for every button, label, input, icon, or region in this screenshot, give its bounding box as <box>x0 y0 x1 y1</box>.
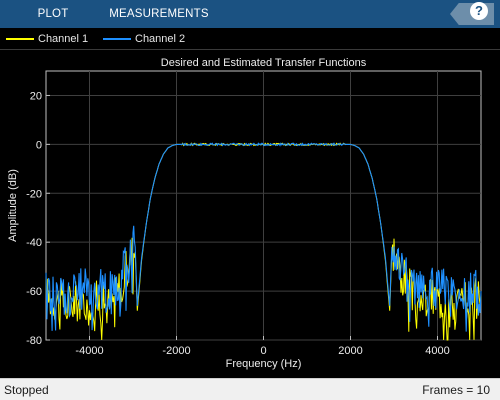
x-tick-label: -2000 <box>162 345 190 357</box>
y-tick-label: -60 <box>26 286 42 298</box>
y-tick-label: -40 <box>26 237 42 249</box>
legend-label-channel-1: Channel 1 <box>38 33 89 45</box>
tab-measurements[interactable]: MEASUREMENTS <box>109 8 209 20</box>
legend: Channel 1 Channel 2 <box>0 28 500 50</box>
toolstrip: PLOT MEASUREMENTS ? <box>0 0 500 28</box>
series-line-channel-2 <box>45 142 482 332</box>
status-bar: Stopped Frames = 10 <box>0 378 500 400</box>
frame-count: Frames = 10 <box>422 383 490 397</box>
y-tick-label: -20 <box>26 188 42 200</box>
legend-swatch-channel-1 <box>6 38 34 41</box>
chart-title: Desired and Estimated Transfer Functions <box>161 57 367 69</box>
y-tick-label: 0 <box>36 139 42 151</box>
x-tick-label: -4000 <box>75 345 103 357</box>
chart[interactable]: -4000 -2000 0 2000 4000 20 0 -20 -40 -60 -80 Desire… <box>0 51 500 378</box>
x-tick-label: 0 <box>260 345 266 357</box>
y-tick-label: 20 <box>30 90 42 102</box>
status-text: Stopped <box>4 383 49 397</box>
x-axis-label: Frequency (Hz) <box>226 358 302 370</box>
legend-item-channel-1[interactable]: Channel 1 <box>6 28 88 50</box>
y-tick-label: -80 <box>26 335 42 347</box>
tab-plot[interactable]: PLOT <box>37 8 69 20</box>
legend-item-channel-2[interactable]: Channel 2 <box>103 28 185 50</box>
y-axis-label: Amplitude (dB) <box>7 169 19 242</box>
legend-swatch-channel-2 <box>103 38 131 41</box>
legend-label-channel-2: Channel 2 <box>135 33 186 45</box>
x-tick-label: 4000 <box>425 345 449 357</box>
x-tick-label: 2000 <box>338 345 362 357</box>
help-icon[interactable]: ? <box>470 2 488 20</box>
